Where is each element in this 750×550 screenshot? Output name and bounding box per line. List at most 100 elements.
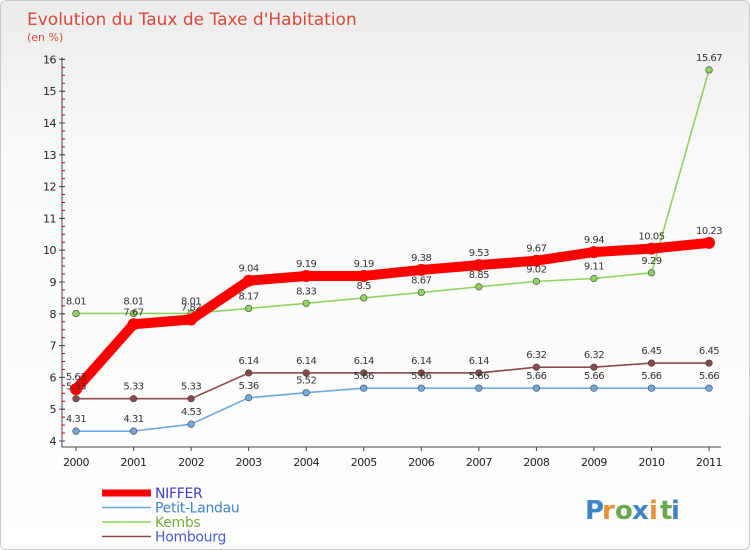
data-point (70, 383, 82, 396)
axes: 4 5 6 7 8 9 10 11 12 13 14 15 16 2000 2001 2002 2003 2004… (43, 53, 723, 469)
data-label: 4.31 (123, 414, 143, 425)
data-label: 9.19 (296, 259, 316, 270)
data-label: 9.53 (469, 248, 489, 259)
y-tick-label: 11 (43, 212, 56, 225)
data-label: 6.32 (584, 350, 604, 361)
logo-letter: i (649, 496, 658, 526)
data-label: 5.33 (66, 382, 86, 393)
chart-subtitle: (en %) (27, 31, 63, 44)
data-label: 6.14 (411, 356, 431, 367)
data-label: 5.52 (296, 376, 316, 387)
data-label: 9.29 (641, 256, 661, 267)
data-label: 6.14 (354, 356, 374, 367)
data-label: 8.5 (357, 281, 372, 292)
data-point (475, 384, 483, 392)
data-point (415, 263, 428, 276)
y-tick-label: 9 (50, 276, 57, 289)
data-label: 10.05 (638, 232, 664, 243)
data-point (129, 309, 138, 318)
y-tick-label: 4 (50, 435, 57, 448)
data-point (360, 294, 368, 302)
data-label: 5.66 (526, 371, 546, 382)
x-tick-label: 2000 (63, 456, 89, 469)
logo-letter: i (671, 496, 680, 526)
data-label: 9.38 (411, 253, 431, 264)
logo-letter: P (585, 496, 604, 526)
y-tick-label: 7 (50, 340, 57, 353)
y-tick-label: 5 (50, 403, 57, 416)
data-point (532, 384, 541, 392)
data-label: 5.33 (123, 382, 143, 393)
data-label-layer: 4.31 4.31 4.53 5.36 5.52 5.66 5.66 5.66 5.66 5.66… (66, 53, 723, 425)
logo-letter: t (660, 496, 672, 526)
data-label: 5.36 (239, 381, 259, 392)
data-point (302, 299, 310, 307)
data-label: 6.45 (699, 346, 719, 357)
data-label: 5.66 (469, 371, 489, 382)
x-tick-label: 2001 (121, 456, 147, 469)
data-point (302, 369, 310, 377)
data-point (417, 288, 425, 297)
data-label: 9.94 (584, 235, 604, 246)
data-label: 8.67 (411, 275, 431, 286)
data-point (245, 369, 253, 377)
data-point (72, 427, 80, 435)
data-point (475, 369, 483, 377)
data-label: 9.02 (526, 264, 546, 275)
data-label: 6.45 (641, 346, 661, 357)
y-tick-label: 16 (43, 53, 56, 66)
data-label: 9.19 (354, 259, 374, 270)
series-line (71, 237, 715, 395)
data-point (129, 395, 138, 403)
data-label: 5.33 (181, 382, 201, 393)
series-petit-landau (72, 384, 713, 435)
data-point (245, 394, 253, 402)
data-point (590, 274, 598, 283)
data-label: 5.63 (66, 372, 86, 383)
x-tick-label: 2011 (696, 456, 722, 469)
data-point (703, 236, 716, 249)
x-tick-label: 2007 (466, 456, 492, 469)
data-point (475, 283, 483, 291)
data-point (245, 304, 253, 312)
legend-label: Petit-Landau (155, 501, 239, 517)
data-label: 4.31 (66, 414, 86, 425)
data-label: 5.66 (584, 371, 604, 382)
data-point (127, 318, 140, 331)
data-point (300, 269, 313, 282)
data-point (705, 359, 713, 367)
data-label: 15.67 (696, 53, 722, 64)
data-label: 7.82 (181, 303, 201, 314)
y-tick-label: 13 (43, 149, 56, 162)
data-label: 8.01 (181, 296, 201, 307)
y-tick-label: 8 (50, 308, 57, 321)
data-point (590, 384, 598, 392)
data-label: 6.32 (526, 350, 546, 361)
data-point (590, 363, 598, 371)
x-tick-label: 2010 (639, 456, 665, 469)
series-kembs (72, 66, 713, 318)
data-point (72, 309, 80, 318)
data-label: 6.14 (296, 356, 316, 367)
data-point (242, 274, 255, 287)
data-label: 8.85 (469, 270, 489, 281)
series-line (75, 387, 710, 432)
data-point (302, 389, 310, 397)
y-tick-label: 6 (50, 371, 57, 384)
data-label: 6.14 (469, 356, 489, 367)
data-point (645, 242, 658, 255)
legend-label: NIFFER (155, 486, 203, 502)
x-tick-label: 2009 (581, 456, 607, 469)
legend-label: Kembs (155, 515, 200, 531)
data-point (705, 66, 713, 74)
data-point (417, 369, 425, 377)
y-tick-label: 15 (43, 85, 56, 98)
data-point (360, 384, 368, 392)
data-label: 5.66 (354, 371, 374, 382)
data-point (705, 384, 713, 392)
data-label: 8.17 (239, 291, 259, 302)
data-label: 9.11 (584, 262, 604, 273)
data-point (472, 259, 485, 272)
